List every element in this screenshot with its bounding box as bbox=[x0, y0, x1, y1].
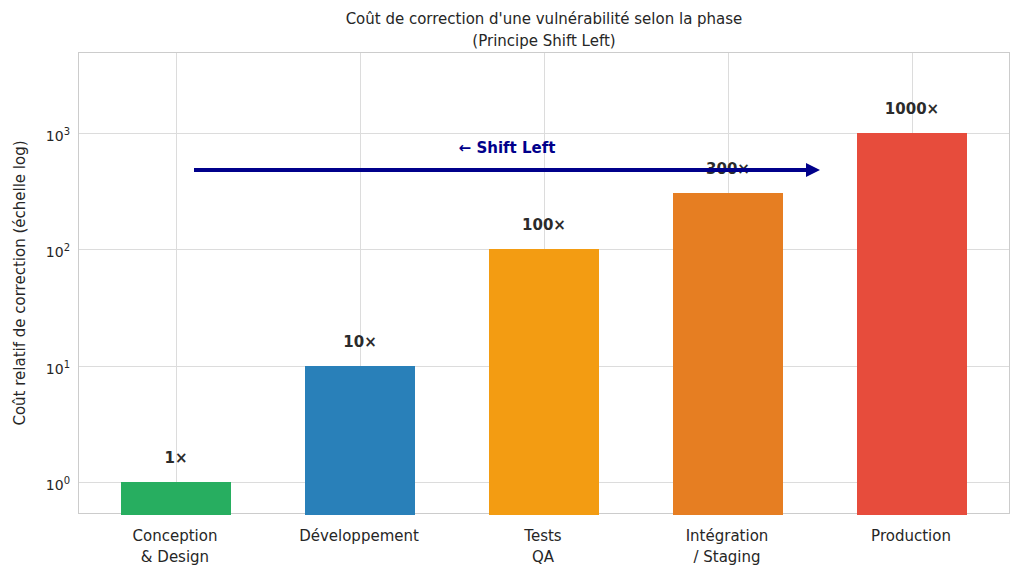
bar bbox=[489, 249, 599, 515]
y-tick-label: 101 bbox=[0, 355, 70, 379]
y-tick-label: 103 bbox=[0, 122, 70, 146]
shift-left-annotation: ← Shift Left bbox=[459, 138, 556, 158]
bar bbox=[857, 133, 967, 516]
bar-value-label: 1000× bbox=[885, 99, 939, 119]
bar bbox=[121, 482, 231, 515]
x-tick-label: Intégration / Staging bbox=[686, 526, 769, 568]
bar-value-label: 1× bbox=[164, 448, 187, 468]
chart-title: Coût de correction d'une vulnérabilité s… bbox=[78, 8, 1010, 52]
arrow-head-icon bbox=[806, 163, 820, 177]
x-tick-label: Production bbox=[871, 526, 951, 547]
x-tick-label: Conception & Design bbox=[133, 526, 218, 568]
bar-value-label: 10× bbox=[343, 332, 376, 352]
y-tick-label: 102 bbox=[0, 238, 70, 262]
bar bbox=[673, 193, 783, 515]
x-tick-label: Développement bbox=[299, 526, 419, 547]
y-axis-label: Coût relatif de correction (échelle log) bbox=[11, 140, 29, 425]
x-tick-label: Tests QA bbox=[524, 526, 561, 568]
y-tick-label: 100 bbox=[0, 471, 70, 495]
plot-area: 1×10×100×300×1000×← Shift Left bbox=[78, 52, 1010, 514]
x-gridline bbox=[176, 53, 177, 513]
bar bbox=[305, 366, 415, 516]
cost-of-fix-chart: Coût de correction d'une vulnérabilité s… bbox=[0, 0, 1017, 578]
bar-value-label: 100× bbox=[522, 215, 566, 235]
shift-left-arrow bbox=[194, 168, 806, 172]
